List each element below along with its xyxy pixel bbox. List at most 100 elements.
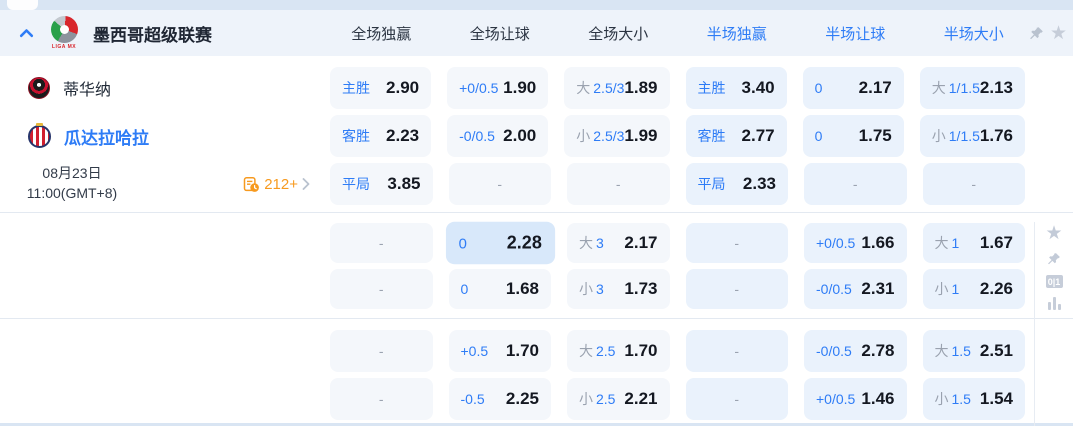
empty-odds-cell: - bbox=[330, 269, 433, 309]
odds-cell[interactable]: +0/0.5 1.66 bbox=[804, 223, 907, 263]
odds-cell[interactable]: 小 2.5 2.21 bbox=[567, 378, 670, 420]
odds-cell[interactable]: 大 2.5 1.70 bbox=[567, 330, 670, 372]
collapse-chevron-up-icon[interactable] bbox=[18, 25, 35, 42]
empty-odds-cell: - bbox=[330, 378, 433, 420]
over-under-prefix: 小 bbox=[934, 391, 949, 407]
no-odds-dash: - bbox=[734, 235, 740, 251]
empty-odds-cell: - bbox=[685, 378, 788, 420]
pin-icon[interactable] bbox=[1029, 26, 1044, 41]
odds-value: 1.73 bbox=[624, 279, 658, 298]
home-team[interactable]: 蒂华纳 bbox=[0, 76, 322, 100]
odds-value: 2.23 bbox=[386, 126, 420, 145]
no-odds-dash: - bbox=[378, 391, 384, 407]
over-under-prefix: 大 bbox=[579, 235, 593, 251]
odds-value: 2.17 bbox=[858, 78, 892, 97]
odds-value: 1.89 bbox=[624, 78, 658, 97]
no-odds-dash: - bbox=[378, 343, 384, 359]
bet-option-label: 大 1/1.5 bbox=[931, 80, 980, 96]
odds-cell[interactable]: 小 1/1.5 1.76 bbox=[919, 115, 1025, 157]
bet-option-label: 0 bbox=[814, 128, 823, 144]
odds-cell[interactable]: 主胜 2.90 bbox=[330, 67, 432, 109]
empty-odds-cell: - bbox=[567, 163, 670, 205]
odds-cell[interactable]: +0/0.5 1.46 bbox=[804, 378, 907, 420]
league-header: LIGA MX 墨西哥超级联赛 全场独赢 全场让球 全场大小 半场独赢 半场让球… bbox=[0, 10, 1073, 56]
odds-cell[interactable]: 小 1.5 1.54 bbox=[922, 378, 1025, 420]
away-team-logo-icon bbox=[28, 122, 51, 148]
alt-lines-section-2: - +0.5 1.70 大 2.5 1.70 - -0/0.5 2.78 大 1.5 2.51 - -0… bbox=[0, 319, 1073, 423]
odds-cell[interactable]: 0 1.68 bbox=[448, 269, 551, 309]
odds-row-alt: - -0.5 2.25 小 2.5 2.21 - +0/0.5 1.46 小 1.5 1.54 bbox=[0, 375, 1073, 423]
odds-value: 2.25 bbox=[505, 389, 539, 408]
away-team[interactable]: 瓜达拉哈拉 bbox=[0, 122, 322, 149]
bet-option-label: 客胜 bbox=[697, 128, 726, 144]
odds-cell[interactable]: 大 1 1.67 bbox=[922, 223, 1025, 263]
odds-cell[interactable]: 0 1.75 bbox=[802, 115, 904, 157]
empty-odds-cell: - bbox=[922, 163, 1025, 205]
column-header-half-win[interactable]: 半场独赢 bbox=[706, 25, 767, 43]
odds-cell[interactable]: +0.5 1.70 bbox=[448, 330, 551, 372]
odds-row-alt: - +0.5 1.70 大 2.5 1.70 - -0/0.5 2.78 大 1.5 2.51 bbox=[0, 327, 1073, 375]
odds-value: 1.76 bbox=[979, 126, 1013, 145]
odds-value: 2.13 bbox=[979, 78, 1013, 97]
over-under-prefix: 小 bbox=[579, 281, 593, 297]
odds-cell[interactable]: 小 3 1.73 bbox=[567, 269, 670, 309]
section-divider bbox=[0, 318, 1073, 319]
bet-option-label: 小 2.5/3 bbox=[576, 128, 625, 144]
no-odds-dash: - bbox=[734, 391, 740, 407]
odds-cell[interactable]: -0/0.5 2.31 bbox=[804, 269, 907, 309]
column-header-full-overunder: 全场大小 bbox=[588, 25, 649, 43]
pin-icon[interactable] bbox=[1047, 252, 1061, 266]
favorite-star-icon[interactable]: ★ bbox=[1050, 22, 1068, 44]
odds-value: 1.68 bbox=[505, 279, 539, 298]
odds-cell[interactable]: 主胜 3.40 bbox=[685, 67, 787, 109]
odds-cell[interactable]: 大 2.5/3 1.89 bbox=[564, 67, 670, 109]
odds-value: 3.85 bbox=[387, 174, 421, 193]
binary-odds-icon[interactable]: 0|1 bbox=[1045, 275, 1063, 288]
stats-chart-icon[interactable] bbox=[1047, 297, 1061, 310]
odds-cell[interactable]: 平局 3.85 bbox=[330, 163, 433, 205]
empty-odds-cell: - bbox=[330, 223, 433, 263]
match-time: 11:00(GMT+8) bbox=[26, 185, 118, 201]
odds-cell[interactable]: +0/0.5 1.90 bbox=[447, 67, 549, 109]
column-header-half-handicap[interactable]: 半场让球 bbox=[825, 25, 886, 43]
favorite-star-icon[interactable]: ★ bbox=[1045, 223, 1063, 244]
chevron-right-icon bbox=[302, 178, 310, 190]
kickoff-time: 08月23日 11:00(GMT+8) bbox=[8, 164, 136, 203]
odds-value: 2.17 bbox=[624, 233, 658, 252]
header-icons: ★ bbox=[1029, 24, 1073, 43]
empty-odds-cell: - bbox=[804, 163, 907, 205]
bet-option-label: 大 2.5/3 bbox=[576, 80, 625, 96]
odds-cell[interactable]: 大 1.5 2.51 bbox=[922, 330, 1025, 372]
column-header-half-overunder[interactable]: 半场大小 bbox=[943, 25, 1004, 43]
odds-cell[interactable]: 客胜 2.23 bbox=[330, 115, 432, 157]
odds-value: 2.90 bbox=[386, 78, 420, 97]
bet-option-label: 主胜 bbox=[697, 80, 726, 96]
match-tools-rail: ★ 0|1 bbox=[1041, 224, 1067, 310]
odds-cell[interactable]: 小 1 2.26 bbox=[922, 269, 1025, 309]
odds-value: 1.54 bbox=[979, 389, 1013, 408]
more-markets-link[interactable]: 212+ bbox=[243, 176, 310, 193]
odds-cell[interactable]: 大 1/1.5 2.13 bbox=[919, 67, 1025, 109]
odds-cell[interactable]: 小 2.5/3 1.99 bbox=[564, 115, 670, 157]
odds-cell[interactable]: -0/0.5 2.00 bbox=[447, 115, 549, 157]
over-under-prefix: 大 bbox=[934, 343, 949, 359]
empty-odds-cell: - bbox=[448, 163, 551, 205]
odds-cell[interactable]: 客胜 2.77 bbox=[685, 115, 787, 157]
odds-cell[interactable]: 平局 2.33 bbox=[685, 163, 788, 205]
odds-cell[interactable]: 0 2.17 bbox=[802, 67, 904, 109]
over-under-prefix: 小 bbox=[579, 391, 593, 407]
odds-value: 2.33 bbox=[742, 174, 776, 193]
odds-value: 1.99 bbox=[624, 126, 658, 145]
bet-option-label: -0/0.5 bbox=[459, 128, 495, 144]
bet-option-label: +0.5 bbox=[460, 343, 489, 359]
odds-cell[interactable]: 大 3 2.17 bbox=[567, 223, 670, 263]
odds-cell[interactable]: -0/0.5 2.78 bbox=[804, 330, 907, 372]
markets-count: 212+ bbox=[264, 175, 298, 193]
odds-cell[interactable]: -0.5 2.25 bbox=[448, 378, 551, 420]
odds-cell[interactable]: 0 2.28 bbox=[445, 221, 555, 265]
empty-odds-cell: - bbox=[685, 330, 788, 372]
over-under-prefix: 大 bbox=[931, 80, 946, 96]
